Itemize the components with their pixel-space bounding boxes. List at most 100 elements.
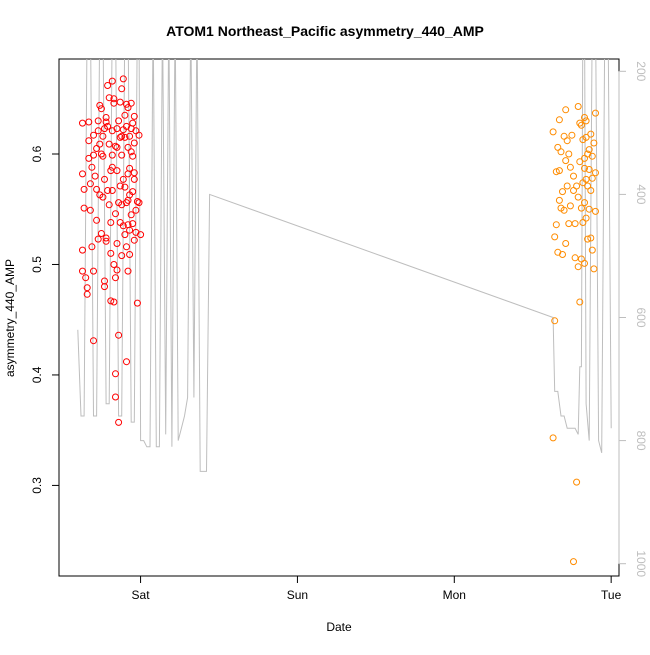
data-point-series-2	[552, 168, 560, 176]
data-point-series-1	[130, 236, 138, 244]
x-tick-label: Sun	[287, 588, 308, 602]
data-point-series-1	[107, 219, 115, 226]
data-point-series-2	[577, 204, 585, 212]
data-point-series-1	[126, 164, 134, 172]
data-point-series-1	[79, 246, 86, 254]
data-point-series-1	[108, 163, 116, 171]
data-point-series-1	[113, 167, 121, 175]
data-point-series-1	[104, 82, 112, 89]
data-point-series-1	[85, 137, 93, 145]
x-tick-label: Tue	[601, 588, 622, 602]
data-point-series-1	[113, 240, 121, 247]
data-point-series-2	[557, 148, 565, 156]
data-point-series-1	[127, 211, 135, 219]
data-point-series-1	[126, 132, 134, 140]
data-point-series-1	[110, 261, 118, 268]
data-point-series-1	[110, 298, 118, 306]
data-point-series-2	[555, 196, 563, 204]
data-point-series-1	[83, 290, 91, 298]
data-point-series-1	[108, 187, 116, 194]
data-point-series-2	[582, 214, 590, 222]
data-point-series-1	[126, 251, 134, 258]
data-point-series-2	[581, 259, 588, 267]
data-point-series-1	[85, 154, 93, 162]
data-point-series-2	[563, 137, 571, 145]
data-point-series-1	[115, 331, 123, 339]
data-point-series-1	[102, 237, 110, 245]
data-point-series-1	[132, 206, 140, 214]
y-axis: 0.3 0.4 0.5 0.6	[30, 145, 60, 494]
data-point-series-1	[129, 188, 137, 196]
data-point-series-2	[574, 193, 582, 201]
data-point-series-1	[115, 418, 123, 426]
data-point-series-1	[123, 100, 130, 108]
data-point-series-1	[101, 175, 108, 183]
data-point-series-1	[116, 182, 124, 190]
data-point-series-2	[577, 121, 585, 129]
data-point-series-2	[562, 240, 570, 247]
data-point-series-1	[119, 222, 127, 230]
data-point-series-1	[118, 85, 126, 93]
data-point-series-1	[90, 131, 97, 139]
data-point-series-2	[588, 246, 596, 254]
data-point-series-1	[133, 198, 141, 205]
data-point-series-1	[80, 185, 88, 193]
data-point-series-1	[91, 172, 99, 180]
data-point-series-2	[582, 133, 590, 141]
data-point-series-1	[80, 204, 88, 212]
data-point-series-1	[94, 117, 102, 125]
data-point-series-1	[135, 199, 143, 207]
data-point-series-2	[549, 128, 557, 136]
data-point-series-1	[82, 274, 90, 282]
data-point-series-1	[116, 133, 124, 141]
right-tick-label: 400	[634, 184, 648, 204]
data-point-series-1	[90, 337, 97, 345]
data-point-series-1	[96, 140, 104, 148]
scatter-points	[79, 75, 599, 566]
data-point-series-1	[85, 118, 93, 126]
data-point-series-2	[571, 220, 579, 228]
data-point-series-2	[581, 199, 588, 207]
data-point-series-2	[581, 114, 588, 121]
data-point-series-1	[112, 274, 119, 282]
right-tick-label: 600	[634, 307, 648, 327]
data-point-series-1	[130, 139, 138, 147]
data-point-series-1	[121, 111, 129, 119]
data-point-series-2	[573, 478, 581, 486]
data-point-series-2	[592, 207, 599, 215]
data-point-series-2	[588, 152, 596, 160]
data-point-series-2	[552, 221, 560, 229]
data-point-series-2	[585, 205, 593, 213]
data-point-series-1	[101, 283, 108, 291]
right-tick-label: 1000	[634, 550, 648, 577]
data-point-series-1	[86, 180, 94, 188]
data-point-series-1	[107, 249, 115, 257]
data-point-series-1	[119, 175, 127, 183]
data-point-series-1	[104, 122, 112, 130]
data-point-series-2	[576, 119, 584, 127]
data-point-series-1	[90, 267, 97, 275]
data-point-series-1	[90, 151, 97, 159]
data-point-series-2	[571, 254, 579, 262]
data-point-series-2	[574, 263, 582, 271]
data-point-series-2	[587, 187, 595, 194]
data-point-series-1	[123, 358, 130, 366]
data-point-series-1	[93, 216, 101, 224]
data-point-series-1	[121, 183, 129, 191]
data-point-series-2	[592, 169, 599, 177]
data-point-series-1	[102, 234, 110, 242]
data-point-series-1	[135, 131, 143, 139]
data-point-series-2	[559, 188, 566, 196]
data-point-series-2	[573, 182, 581, 190]
data-point-series-2	[590, 265, 598, 273]
data-point-series-2	[562, 106, 570, 114]
data-point-series-1	[115, 117, 123, 125]
data-point-series-2	[559, 251, 566, 258]
data-point-series-2	[570, 172, 577, 180]
data-point-series-2	[555, 167, 563, 175]
data-point-series-1	[112, 210, 119, 218]
data-point-series-1	[108, 151, 116, 159]
data-point-series-2	[585, 166, 593, 173]
data-point-series-1	[118, 151, 126, 159]
